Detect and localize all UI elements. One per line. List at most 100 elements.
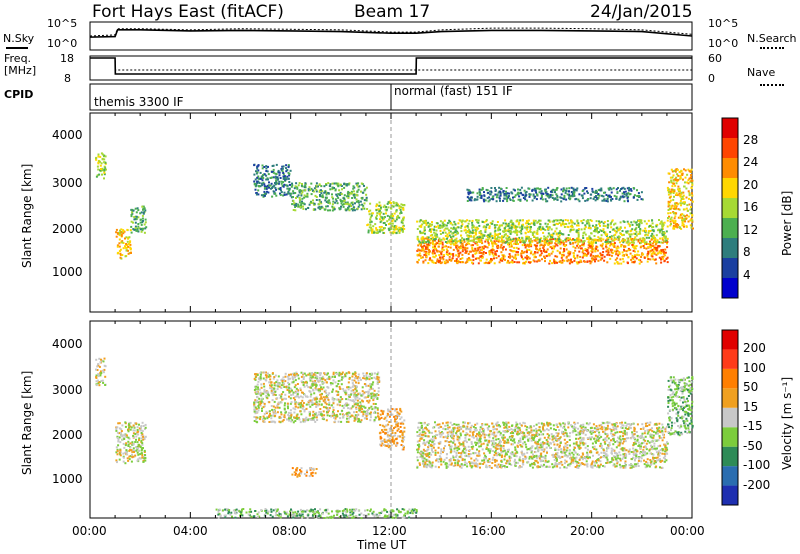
power-cell	[514, 231, 517, 234]
power-cell	[576, 224, 578, 227]
velocity-cell	[362, 405, 365, 408]
power-cell	[472, 191, 475, 194]
power-cell	[627, 192, 630, 195]
velocity-cell	[272, 389, 275, 392]
velocity-cell	[144, 435, 147, 438]
velocity-cell	[256, 416, 259, 419]
velocity-cell	[368, 412, 371, 415]
power-cell	[677, 190, 680, 193]
power-cell	[660, 220, 663, 223]
power-cell	[487, 191, 490, 194]
power-cell	[289, 169, 292, 172]
power-cell	[369, 218, 372, 221]
power-cell	[474, 247, 477, 250]
velocity-cell	[338, 371, 341, 374]
power-cell	[262, 174, 265, 176]
power-cell	[638, 223, 641, 226]
power-cell	[380, 211, 383, 214]
power-cell	[520, 192, 522, 195]
velocity-cell	[341, 398, 344, 401]
velocity-cell	[326, 411, 328, 413]
velocity-cell	[340, 420, 343, 423]
power-cell	[686, 209, 689, 212]
velocity-cell	[309, 413, 311, 416]
power-cell	[603, 221, 606, 224]
power-cell	[461, 237, 464, 240]
power-cell	[504, 248, 507, 251]
velocity-cell	[326, 396, 329, 399]
power-cell	[597, 196, 600, 199]
power-cell	[633, 232, 636, 235]
power-cell	[485, 226, 488, 229]
power-cell	[454, 231, 456, 234]
velocity-cell	[278, 394, 281, 397]
power-cell	[280, 182, 283, 185]
power-cell	[495, 224, 498, 226]
power-cell	[137, 209, 140, 212]
noise-search-line	[89, 27, 693, 37]
power-cell	[534, 195, 537, 198]
power-cell	[287, 164, 290, 167]
power-cell	[517, 253, 520, 256]
power-cell	[318, 200, 321, 203]
power-cell	[576, 244, 579, 247]
power-cell	[546, 200, 549, 203]
power-cell	[658, 219, 660, 221]
power-cell	[500, 239, 503, 242]
velocity-cell	[372, 402, 375, 405]
velocity-cell	[290, 414, 293, 417]
velocity-cell	[322, 377, 325, 380]
power-cell	[129, 251, 132, 254]
power-cell	[372, 225, 375, 228]
power-cell	[674, 184, 677, 187]
power-cell	[607, 187, 610, 190]
power-cell	[379, 215, 382, 218]
velocity-cell	[256, 411, 259, 414]
power-cell	[471, 261, 473, 264]
velocity-cell	[343, 414, 346, 417]
velocity-cell	[362, 393, 365, 396]
power-cell	[675, 207, 678, 209]
velocity-cell	[138, 437, 141, 440]
power-cell	[609, 186, 612, 189]
power-cell	[554, 242, 557, 245]
velocity-cell	[288, 389, 291, 392]
power-cell	[516, 229, 519, 232]
velocity-cell	[266, 417, 269, 420]
velocity-cell	[366, 411, 369, 414]
velocity-cell	[293, 416, 296, 419]
power-cell	[347, 183, 350, 186]
power-cell	[575, 229, 578, 232]
velocity-cell	[128, 455, 131, 458]
power-cell	[677, 185, 680, 188]
velocity-cell	[282, 391, 285, 394]
power-cell	[335, 193, 338, 196]
power-cell	[530, 250, 533, 253]
power-cell	[396, 204, 399, 207]
power-cell	[679, 177, 682, 180]
velocity-cell	[296, 390, 299, 393]
velocity-cell	[125, 449, 128, 452]
velocity-cell	[116, 436, 119, 439]
velocity-cell	[253, 403, 256, 406]
power-cell	[97, 153, 100, 156]
power-cell	[418, 243, 421, 246]
power-cell	[537, 259, 540, 262]
power-cell	[552, 238, 555, 241]
power-cell	[390, 215, 393, 218]
velocity-cell	[361, 390, 364, 393]
velocity-cell	[253, 410, 256, 413]
power-cell	[388, 228, 391, 231]
velocity-cell	[141, 443, 144, 446]
velocity-cell	[118, 436, 121, 439]
power-cell	[544, 198, 547, 201]
velocity-cell	[312, 414, 314, 417]
velocity-cell	[335, 372, 338, 375]
power-cell	[446, 242, 448, 244]
power-cell	[334, 198, 337, 201]
power-cell	[491, 237, 494, 239]
power-cell	[347, 207, 350, 210]
velocity-cell	[305, 381, 308, 384]
power-cell	[511, 223, 514, 226]
power-cell	[565, 198, 568, 201]
